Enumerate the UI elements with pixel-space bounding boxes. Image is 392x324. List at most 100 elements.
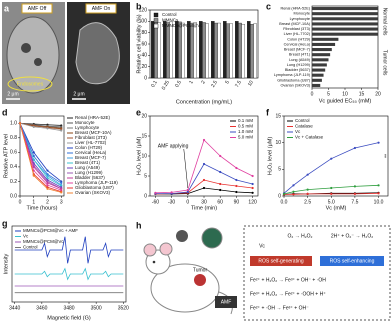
x-tick-label: 3480: [63, 305, 74, 311]
annotation: **: [381, 154, 387, 158]
bar: [223, 21, 227, 79]
x-tick-label: 5.0: [328, 199, 335, 205]
point: [46, 183, 49, 187]
bar: [241, 24, 245, 79]
x-tick-label: 7.5: [234, 79, 243, 88]
scale-label: 2 μm: [7, 91, 18, 97]
x-tick-label: 1: [188, 79, 195, 85]
panel-label: d: [2, 107, 8, 117]
x-tick-label: 30: [201, 199, 207, 205]
y-tick-label: Liver (HL-7702): [284, 32, 311, 36]
legend-label: Vc + Catalase: [295, 135, 324, 140]
plot-frame: [19, 115, 65, 197]
legend-label: 5.0 mM: [238, 135, 253, 140]
legend-label: Vc: [23, 234, 29, 239]
bar: [226, 23, 230, 79]
legend-label: Glioblastoma (U87): [75, 185, 114, 190]
series-line: [14, 236, 124, 264]
series-line: [19, 123, 62, 190]
point: [32, 174, 35, 177]
y-tick-label: Colon (HT29): [287, 37, 311, 41]
bar: [166, 22, 170, 79]
y-tick-label: Renal (HRA-52E): [280, 7, 310, 11]
point: [32, 158, 35, 161]
y-tick-label: Breast (4T1): [289, 53, 311, 57]
point: [251, 174, 254, 178]
endosome: [21, 43, 31, 53]
bar: [312, 12, 378, 16]
bar: [312, 68, 326, 72]
panel-label: b: [136, 1, 142, 11]
x-tick-label: 10: [342, 91, 348, 97]
point: [251, 186, 254, 190]
bar: [312, 58, 329, 62]
y-axis-label: Relative ATP level: [3, 134, 9, 178]
reaction: Fe³⁺ + H₂O₂ → Fe²⁺ + ·OOH + H⁺: [250, 291, 326, 297]
bar: [312, 83, 321, 87]
panel-label: g: [2, 218, 8, 228]
point: [282, 192, 286, 195]
series-line: [19, 123, 62, 193]
bar: [247, 21, 251, 79]
point: [306, 188, 309, 191]
legend-label: Control: [162, 12, 177, 17]
legend-label: Ovarian (SKOV3): [75, 190, 111, 195]
x-tick-label: 0.0: [281, 199, 288, 205]
bar: [312, 7, 378, 11]
bar: [202, 22, 206, 79]
y-tick-label: Glioblastoma (U87): [277, 78, 310, 82]
point: [46, 127, 49, 130]
bar: [151, 21, 155, 79]
legend-swatch: [153, 23, 159, 29]
endosome: [34, 58, 42, 66]
scale-label: 2 μm: [73, 91, 84, 97]
bar: [312, 27, 378, 31]
point: [306, 192, 309, 195]
label-box: [21, 3, 53, 14]
x-tick-label: 3520: [118, 305, 129, 311]
point: [46, 169, 49, 172]
bar: [217, 22, 221, 79]
point: [32, 125, 35, 129]
y-tick-label: 120: [139, 7, 148, 13]
annotation: AMF applying: [158, 143, 189, 149]
x-tick-label: 10: [247, 79, 255, 87]
cell: [75, 22, 120, 85]
bar: [181, 22, 185, 79]
group-label: Normal cells: [382, 8, 388, 36]
series-line: [19, 123, 62, 191]
point: [330, 157, 333, 160]
point: [202, 138, 206, 142]
bar: [312, 22, 378, 26]
y-axis-label: H₂O₂ level (μM): [136, 137, 142, 175]
y-tick-label: 0: [144, 75, 147, 81]
x-axis-label: Concentration (mg/mL): [176, 99, 232, 105]
mouse-eye: [152, 260, 156, 264]
x-tick-label: 3460: [36, 305, 47, 311]
point: [353, 146, 357, 150]
bar: [250, 24, 254, 79]
bar: [312, 63, 327, 67]
series-line: [19, 122, 62, 131]
y-axis-label: Relative cell viability (%): [136, 14, 142, 73]
bar: [238, 22, 242, 79]
point: [353, 185, 357, 188]
point: [46, 176, 49, 179]
y-tick-label: 20: [141, 64, 147, 70]
header: ROS self-generating: [258, 258, 304, 264]
x-tick-label: 2.5: [304, 199, 311, 205]
y-tick-label: Breast (MCF-7): [284, 48, 311, 52]
reaction: Fe²⁺ + ·OH → Fe³⁺ + OH⁻: [250, 305, 309, 311]
y-tick-label: Lymphoma (JLP-119): [274, 73, 311, 77]
bar: [205, 23, 209, 79]
panel-label: f: [266, 107, 270, 117]
bar: [312, 32, 378, 36]
point: [60, 181, 63, 185]
legend-label: Lung (A549): [75, 165, 100, 170]
x-axis-label: Vc guided EC₅₀ (mM): [319, 98, 372, 104]
legend-label: Monocyte: [75, 120, 95, 125]
header: ROS self-enhancing: [330, 258, 375, 264]
label: AMF Off: [28, 6, 47, 12]
y-tick-label: Bladder (5637): [285, 68, 311, 72]
point: [46, 174, 49, 177]
